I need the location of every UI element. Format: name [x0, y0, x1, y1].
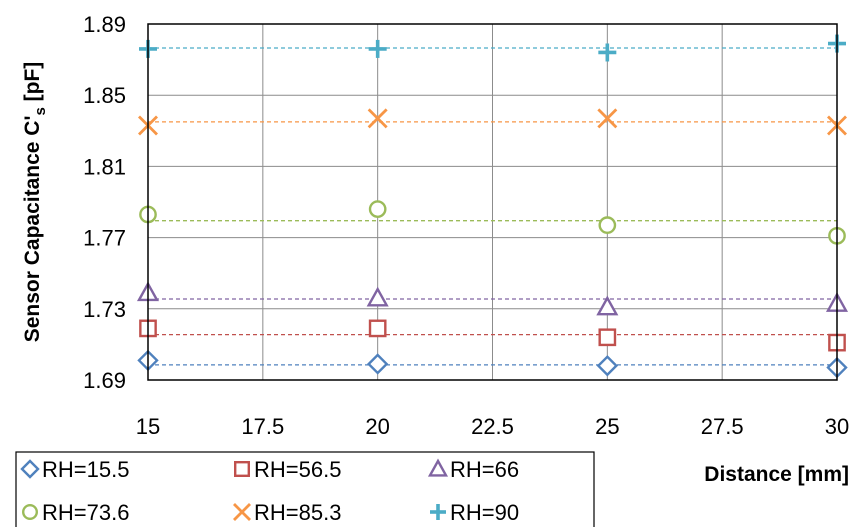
x-tick-label: 17.5 [241, 414, 284, 439]
data-point-s2-2 [596, 295, 619, 316]
y-axis-title-subscript: s [32, 107, 49, 115]
x-tick-label: 15 [136, 414, 160, 439]
x-axis-title: Distance [mm] [704, 463, 849, 486]
legend-label: RH=90 [450, 500, 519, 525]
data-point-s1-1 [368, 319, 387, 338]
legend-label: RH=15.5 [42, 457, 129, 482]
legend-marker [20, 459, 40, 479]
data-point-s1-2 [598, 328, 617, 347]
y-axis-title-main: Sensor Capacitance C' [21, 116, 44, 343]
y-tick-labels: 1.69 1.73 1.77 1.81 1.85 1.89 [83, 12, 126, 393]
x-tick-label: 22.5 [471, 414, 514, 439]
legend-marker [233, 461, 250, 478]
data-point-s5-2 [598, 43, 617, 62]
legend-item: RH=15.5 [20, 457, 129, 482]
y-tick-label: 1.81 [83, 154, 126, 179]
data-point-s0-2 [596, 355, 619, 377]
legend-marker [22, 504, 39, 521]
legend-label: RH=85.3 [254, 500, 341, 525]
y-axis-title-unit: [pF] [21, 62, 44, 107]
data-point-s4-2 [597, 108, 618, 129]
data-point-s3-1 [368, 200, 387, 218]
y-tick-label: 1.69 [83, 368, 126, 393]
legend-box [15, 451, 595, 527]
grid [147, 23, 838, 381]
legend-item: RH=66 [427, 457, 519, 482]
y-tick-label: 1.77 [83, 226, 126, 251]
legend-item: RH=85.3 [233, 500, 341, 525]
legend-marker [430, 504, 446, 520]
legend-label: RH=66 [450, 457, 519, 482]
legend-item: RH=73.6 [22, 500, 129, 525]
y-axis-title: Sensor Capacitance C's [pF] [21, 62, 49, 343]
legend-label: RH=73.6 [42, 500, 129, 525]
data-point-s0-1 [366, 353, 389, 375]
x-tick-label: 27.5 [701, 414, 744, 439]
y-tick-label: 1.89 [83, 12, 126, 37]
x-tick-label: 20 [365, 414, 389, 439]
legend-marker [427, 458, 449, 477]
legend-item: RH=56.5 [233, 457, 341, 482]
y-tick-label: 1.85 [83, 83, 126, 108]
data-point-s5-1 [368, 39, 387, 58]
plot-frame [147, 23, 838, 381]
data-point-s2-1 [366, 286, 389, 307]
x-tick-label: 30 [825, 414, 849, 439]
x-tick-label: 25 [595, 414, 619, 439]
legend-item: RH=90 [430, 500, 519, 525]
legend: RH=15.5 RH=56.5 RH=66 RH=73.6 RH=85.3 RH=90 [20, 457, 519, 525]
fit-lines [148, 47, 837, 366]
data-point-s4-1 [367, 108, 388, 129]
y-tick-label: 1.73 [83, 297, 126, 322]
data-point-s3-2 [598, 216, 617, 234]
legend-label: RH=56.5 [254, 457, 341, 482]
legend-marker [233, 503, 251, 521]
x-tick-labels: 15 17.5 20 22.5 25 27.5 30 [136, 414, 849, 439]
